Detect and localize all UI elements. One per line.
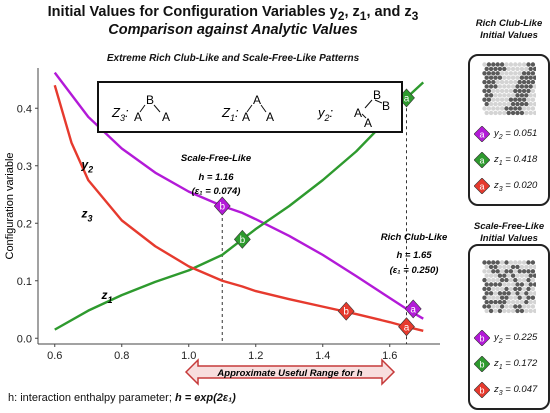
marker-letter: a bbox=[404, 322, 410, 333]
configuration-chart: 0.0 0.1 0.2 0.3 0.4 0.6 0.8 1.0 1.2 1.4 1.6 Configu… bbox=[4, 68, 448, 386]
svg-text:Rich Club-Like: Rich Club-Like bbox=[381, 232, 448, 243]
marker-letter: a bbox=[410, 304, 416, 315]
useful-range-arrow: Approximate Useful Range for h bbox=[184, 358, 396, 386]
entry-value-label: y2 = 0.225 bbox=[494, 332, 538, 345]
curve-label-z3: z3 bbox=[80, 207, 92, 224]
motif-z3-label: Z3: bbox=[111, 105, 129, 123]
diamond-marker-icon: b bbox=[474, 382, 490, 398]
motif-z3-node-top: B bbox=[146, 93, 154, 107]
y-tick-label: 0.4 bbox=[17, 103, 32, 115]
diamond-marker-icon: b bbox=[474, 330, 490, 346]
marker-letter: a bbox=[404, 93, 410, 104]
svg-text:(ε₁ = 0.074): (ε₁ = 0.074) bbox=[192, 186, 241, 197]
x-tick-label: 0.6 bbox=[47, 350, 62, 362]
diamond-marker-icon: b bbox=[474, 356, 490, 372]
marker-z3-a bbox=[398, 317, 415, 337]
scale-free-lattice-image bbox=[482, 260, 536, 314]
svg-text:b: b bbox=[479, 386, 484, 396]
x-tick-label: 0.8 bbox=[114, 350, 129, 362]
motif-z1-diagram: A A A bbox=[242, 93, 274, 124]
motif-z1-node-left: A bbox=[242, 110, 250, 124]
panel_rich-entry-z3: a z3 = 0.020 bbox=[474, 178, 548, 194]
marker-letter: b bbox=[343, 307, 349, 318]
curve-label-z1: z1 bbox=[101, 288, 113, 305]
chart-subtitle: Extreme Rich Club-Like and Scale-Free-Li… bbox=[106, 53, 360, 64]
panel_scale-entry-z1: b z1 = 0.172 bbox=[474, 356, 548, 372]
scale-free-panel-title: Scale-Free-Like Initial Values bbox=[473, 221, 545, 244]
rich-club-lattice-image bbox=[482, 62, 536, 116]
motif-y2-node-bottom: A bbox=[364, 116, 372, 130]
svg-text:a: a bbox=[479, 130, 484, 140]
diamond-marker-icon: a bbox=[474, 126, 490, 142]
series-line-z3 bbox=[53, 84, 424, 332]
x-tick-label: 1.2 bbox=[248, 350, 263, 362]
scale-free-annotation: Scale-Free-Like h = 1.16 (ε₁ = 0.074) bbox=[181, 153, 252, 197]
entry-value-label: y2 = 0.051 bbox=[494, 128, 538, 141]
motif-z3-node-left: A bbox=[134, 110, 142, 124]
svg-text:h = 1.65: h = 1.65 bbox=[396, 250, 432, 261]
svg-text:Scale-Free-Like: Scale-Free-Like bbox=[181, 153, 252, 164]
useful-range-label: Approximate Useful Range for h bbox=[216, 368, 362, 379]
scale-free-panel: Scale-Free-Like Initial Values b y2 = 0.22… bbox=[468, 221, 550, 410]
motif-z3-node-right: A bbox=[162, 110, 170, 124]
y-tick-label: 0.2 bbox=[17, 218, 32, 230]
marker-letter: b bbox=[219, 202, 225, 213]
svg-text:b: b bbox=[479, 360, 484, 370]
svg-text:b: b bbox=[479, 334, 484, 344]
marker-z3-b bbox=[337, 301, 355, 321]
motif-y2-node-left: A bbox=[354, 106, 362, 120]
panel_scale-entry-y2: b y2 = 0.225 bbox=[474, 330, 548, 346]
panel_rich-entry-y2: a y2 = 0.051 bbox=[474, 126, 548, 142]
panel_rich-entry-z1: a z1 = 0.418 bbox=[474, 152, 548, 168]
chart-title-line1: Initial Values for Configuration Variabl… bbox=[47, 4, 419, 23]
diamond-marker-icon: a bbox=[474, 178, 490, 194]
rich-club-panel: Rich Club-Like Initial Values a y2 = 0.051… bbox=[468, 18, 550, 206]
series-line-y2 bbox=[53, 71, 424, 320]
entry-value-label: z3 = 0.020 bbox=[494, 180, 538, 193]
motif-y2-diagram: B A B A bbox=[354, 88, 390, 130]
x-tick-label: 1.6 bbox=[382, 350, 397, 362]
motif-z1-node-top: A bbox=[253, 93, 261, 107]
entry-value-label: z1 = 0.418 bbox=[494, 154, 538, 167]
motif-z3-diagram: B A A bbox=[134, 93, 170, 124]
marker-y2-b bbox=[213, 196, 231, 216]
motif-z1-node-right: A bbox=[266, 110, 274, 124]
y-tick-label: 0.0 bbox=[17, 333, 32, 345]
rich-club-panel-title: Rich Club-Like Initial Values bbox=[475, 18, 543, 41]
rich-club-annotation: Rich Club-Like h = 1.65 (ε₁ = 0.250) bbox=[381, 232, 448, 276]
plot-area: 0.0 0.1 0.2 0.3 0.4 0.6 0.8 1.0 1.2 1.4 1.6 Configu… bbox=[4, 68, 440, 362]
y-tick-label: 0.1 bbox=[17, 276, 32, 288]
curve-label-y2: y2 bbox=[80, 158, 93, 175]
svg-text:a: a bbox=[479, 182, 484, 192]
x-tick-label: 1.4 bbox=[315, 350, 330, 362]
y-tick-label: 0.3 bbox=[17, 161, 32, 173]
x-tick-label: 1.0 bbox=[181, 350, 196, 362]
panel_scale-entry-z3: b z3 = 0.047 bbox=[474, 382, 548, 398]
svg-text:a: a bbox=[479, 156, 484, 166]
chart-title-line2: Comparison against Analytic Values bbox=[108, 22, 358, 38]
y-axis-label: Configuration variable bbox=[4, 152, 16, 259]
entry-value-label: z3 = 0.047 bbox=[494, 384, 538, 397]
marker-y2-a bbox=[404, 299, 422, 319]
motif-y2-node-top: B bbox=[373, 88, 381, 102]
footer-note: h: interaction enthalpy parameter; h = e… bbox=[8, 392, 236, 404]
marker-letter: b bbox=[240, 235, 246, 246]
motif-y2-node-right: B bbox=[382, 99, 390, 113]
svg-text:(ε₁ = 0.250): (ε₁ = 0.250) bbox=[390, 265, 439, 276]
diamond-marker-icon: a bbox=[474, 152, 490, 168]
motif-z1-label: Z1: bbox=[221, 105, 239, 123]
svg-text:h = 1.16: h = 1.16 bbox=[198, 172, 234, 183]
motif-y2-label: y2: bbox=[317, 105, 334, 123]
marker-z1-b bbox=[233, 229, 251, 249]
entry-value-label: z1 = 0.172 bbox=[494, 358, 538, 371]
